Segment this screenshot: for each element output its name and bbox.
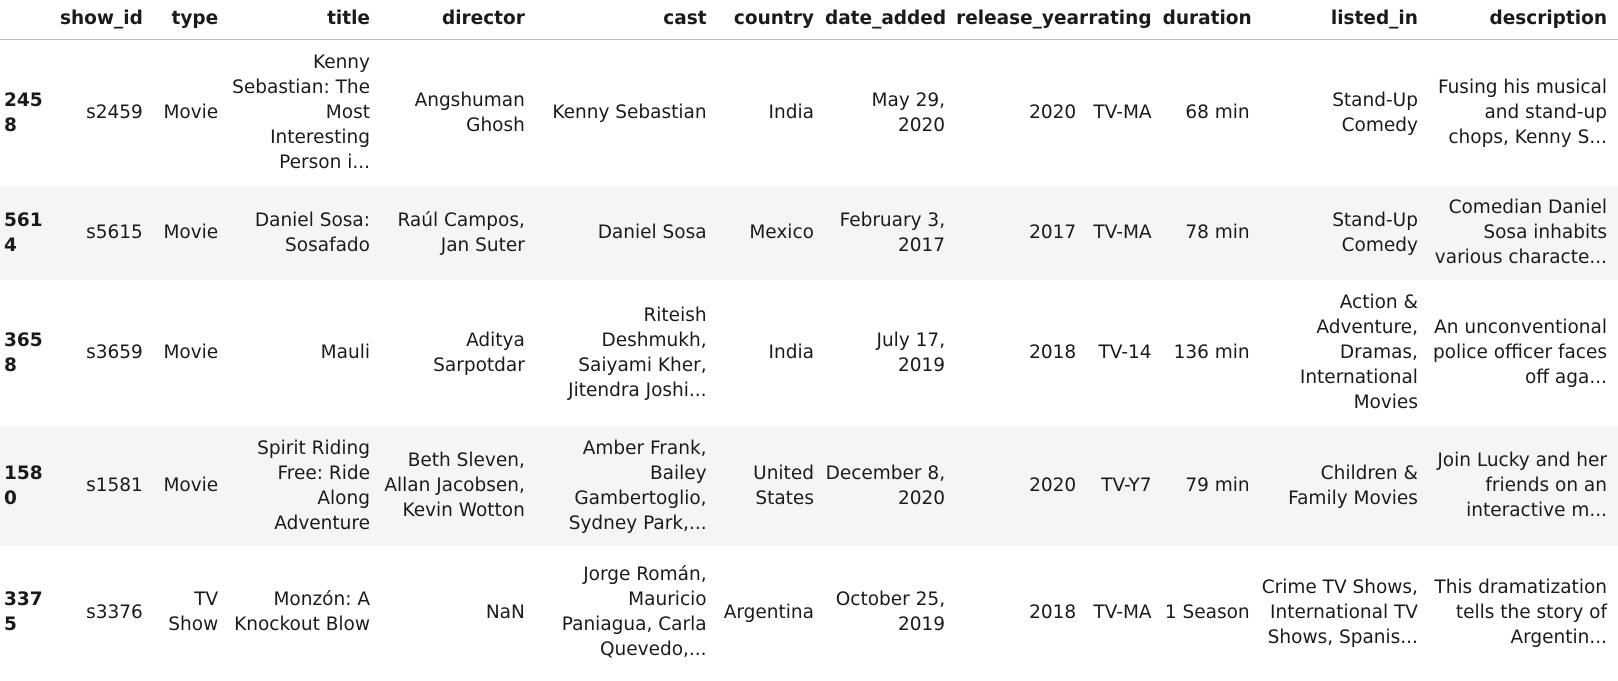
table-row: 2458 s2459 Movie Kenny Sebastian: The Mo… — [0, 40, 1618, 186]
column-header-description: description — [1428, 0, 1618, 40]
cell-show-id: s5615 — [86, 222, 143, 243]
column-header-duration: duration — [1162, 0, 1261, 40]
table-row: 1580 s1581 Movie Spirit Riding Free: Rid… — [0, 425, 1618, 546]
cell-duration: 136 min — [1173, 342, 1250, 363]
cell-description: This dramatization tells the story of Ar… — [1434, 576, 1607, 648]
table-row: 5614 s5615 Movie Daniel Sosa: Sosafado R… — [0, 185, 1618, 280]
cell-description: An unconventional police officer faces o… — [1432, 317, 1607, 388]
cell-country: United States — [753, 462, 814, 509]
column-header-release-year: release_year — [956, 0, 1088, 40]
cell-type: Movie — [163, 342, 219, 363]
cell-listed-in: Crime TV Shows, International TV Shows, … — [1261, 576, 1418, 648]
cell-show-id: s3659 — [86, 342, 143, 363]
cell-rating: TV-MA — [1093, 222, 1152, 243]
cell-title: Mauli — [320, 342, 370, 363]
cell-title: Kenny Sebastian: The Most Interesting Pe… — [232, 52, 370, 174]
cell-listed-in: Stand-Up Comedy — [1332, 209, 1418, 256]
row-index: 2458 — [4, 89, 43, 136]
cell-director: Angshuman Ghosh — [414, 89, 525, 136]
cell-release-year: 2020 — [1029, 475, 1077, 496]
cell-date-added: July 17, 2019 — [876, 329, 946, 376]
cell-show-id: s1581 — [86, 475, 143, 496]
cell-title: Monzón: A Knockout Blow — [234, 589, 370, 635]
cell-date-added: December 8, 2020 — [825, 462, 946, 509]
cell-director: NaN — [485, 601, 525, 623]
cell-duration: 78 min — [1185, 222, 1250, 243]
cell-date-added: February 3, 2017 — [839, 209, 946, 256]
row-index: 1580 — [4, 462, 43, 509]
column-header-director: director — [380, 0, 536, 40]
cell-release-year: 2020 — [1029, 102, 1077, 124]
column-header-title: title — [229, 0, 381, 40]
cell-type: Movie — [163, 222, 219, 243]
cell-description: Join Lucky and her friends on an interac… — [1437, 450, 1607, 521]
column-header-show-id: show_id — [59, 0, 154, 40]
row-index: 3658 — [4, 329, 43, 376]
cell-rating: TV-Y7 — [1101, 475, 1152, 496]
cell-type: Movie — [163, 102, 219, 124]
cell-cast: Riteish Deshmukh, Saiyami Kher, Jitendra… — [568, 304, 707, 401]
cell-director: Raúl Campos, Jan Suter — [397, 209, 525, 256]
column-header-date-added: date_added — [824, 0, 957, 40]
column-header-country: country — [717, 0, 825, 40]
cell-rating: TV-MA — [1093, 102, 1152, 124]
cell-show-id: s3376 — [86, 601, 143, 623]
cell-release-year: 2017 — [1029, 222, 1077, 243]
index-header — [0, 0, 60, 40]
cell-country: Mexico — [749, 222, 814, 243]
cell-title: Spirit Riding Free: Ride Along Adventure — [257, 437, 370, 534]
cell-date-added: May 29, 2020 — [871, 89, 946, 136]
cell-release-year: 2018 — [1029, 601, 1077, 623]
cell-director: Aditya Sarpotdar — [433, 329, 525, 376]
cell-description: Comedian Daniel Sosa inhabits various ch… — [1434, 197, 1607, 268]
cell-description: Fusing his musical and stand-up chops, K… — [1437, 77, 1607, 149]
cell-rating: TV-MA — [1093, 601, 1152, 623]
cell-cast: Amber Frank, Bailey Gambertoglio, Sydney… — [568, 437, 707, 534]
column-header-rating: rating — [1087, 0, 1163, 40]
column-header-listed-in: listed_in — [1260, 0, 1429, 40]
cell-listed-in: Children & Family Movies — [1288, 462, 1418, 509]
cell-type: TV Show — [168, 589, 219, 635]
cell-listed-in: Action & Adventure, Dramas, Internationa… — [1299, 292, 1418, 413]
cell-type: Movie — [163, 475, 219, 496]
cell-country: India — [768, 342, 814, 363]
cell-director: Beth Sleven, Allan Jacobsen, Kevin Wotto… — [384, 450, 525, 521]
row-index: 3375 — [4, 589, 43, 635]
cell-duration: 1 Season — [1164, 601, 1250, 623]
cell-title: Daniel Sosa: Sosafado — [254, 209, 370, 256]
table-row: 3375 s3376 TV Show Monzón: A Knockout Bl… — [0, 546, 1618, 679]
column-header-cast: cast — [535, 0, 718, 40]
table-row: 3658 s3659 Movie Mauli Aditya Sarpotdar … — [0, 280, 1618, 426]
cell-show-id: s2459 — [86, 102, 143, 124]
column-header-type: type — [153, 0, 230, 40]
cell-cast: Jorge Román, Mauricio Paniagua, Carla Qu… — [561, 564, 707, 660]
cell-cast: Kenny Sebastian — [552, 102, 707, 124]
cell-cast: Daniel Sosa — [597, 222, 707, 243]
cell-country: Argentina — [723, 601, 814, 623]
row-index: 5614 — [4, 209, 43, 256]
cell-release-year: 2018 — [1029, 342, 1077, 363]
cell-date-added: October 25, 2019 — [835, 589, 946, 635]
cell-rating: TV-14 — [1098, 342, 1152, 363]
cell-duration: 68 min — [1185, 102, 1250, 124]
cell-duration: 79 min — [1185, 475, 1250, 496]
cell-listed-in: Stand-Up Comedy — [1332, 89, 1418, 136]
cell-country: India — [768, 102, 814, 124]
header-row: show_id type title director cast country… — [0, 0, 1618, 40]
